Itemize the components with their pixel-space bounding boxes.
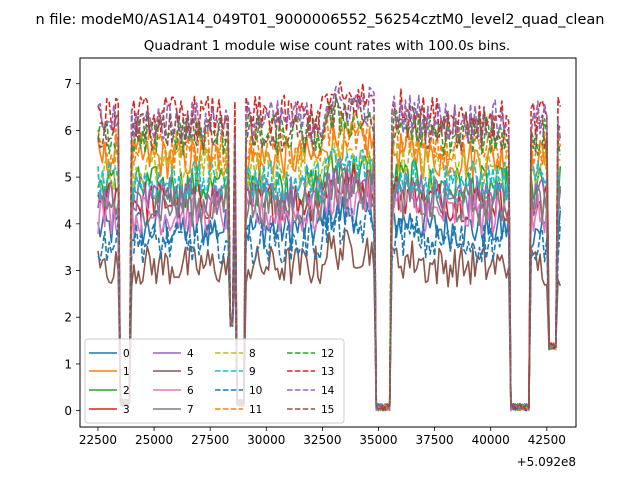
x-axis-offset-label: +5.092e8 bbox=[517, 455, 576, 469]
x-tick-label: 22500 bbox=[79, 433, 117, 447]
legend-label-7: 7 bbox=[187, 404, 194, 416]
series-line-10 bbox=[97, 204, 562, 412]
x-tick-label: 30000 bbox=[247, 433, 285, 447]
legend-label-8: 8 bbox=[249, 348, 256, 360]
x-axis: 22500 25000 27500 30000 32500 35000 37500 40000… bbox=[79, 427, 566, 447]
legend-label-9: 9 bbox=[249, 366, 256, 378]
legend-label-1: 1 bbox=[123, 366, 130, 378]
series-line-6 bbox=[97, 176, 561, 412]
legend-label-6: 6 bbox=[187, 385, 194, 397]
x-tick-label: 40000 bbox=[472, 433, 510, 447]
legend-label-13: 13 bbox=[321, 366, 334, 378]
plot-area: 22500 25000 27500 30000 32500 35000 37500 40000… bbox=[64, 57, 577, 469]
x-tick-label: 32500 bbox=[303, 433, 341, 447]
legend-frame bbox=[84, 338, 345, 424]
axes-frame bbox=[79, 57, 577, 428]
legend-label-0: 0 bbox=[123, 348, 130, 360]
y-tick-label: 0 bbox=[64, 404, 72, 418]
x-tick-label: 42500 bbox=[528, 433, 566, 447]
series-layer bbox=[97, 81, 562, 412]
legend-label-3: 3 bbox=[123, 404, 130, 416]
series-line-5 bbox=[97, 229, 562, 412]
y-tick-label: 2 bbox=[64, 311, 72, 325]
series-line-14 bbox=[97, 86, 562, 411]
y-tick-label: 3 bbox=[64, 264, 72, 278]
x-tick-label: 27500 bbox=[191, 433, 229, 447]
y-tick-label: 6 bbox=[64, 124, 72, 138]
legend-label-14: 14 bbox=[321, 385, 335, 397]
y-tick-label: 4 bbox=[64, 217, 72, 231]
series-line-9 bbox=[97, 148, 562, 412]
chart-title: Quadrant 1 module wise count rates with … bbox=[144, 38, 510, 54]
y-tick-label: 5 bbox=[64, 171, 72, 185]
x-tick-label: 37500 bbox=[416, 433, 454, 447]
legend-label-15: 15 bbox=[321, 404, 334, 416]
legend-label-5: 5 bbox=[187, 366, 194, 378]
legend-label-2: 2 bbox=[123, 385, 130, 397]
series-line-12 bbox=[97, 98, 562, 411]
legend-label-10: 10 bbox=[249, 385, 262, 397]
x-tick-label: 25000 bbox=[135, 433, 173, 447]
y-tick-label: 1 bbox=[64, 357, 72, 371]
series-line-15 bbox=[97, 93, 561, 410]
x-tick-label: 35000 bbox=[359, 433, 397, 447]
y-axis: 0 1 2 3 4 5 6 7 bbox=[64, 77, 80, 418]
y-tick-label: 7 bbox=[64, 77, 72, 91]
legend-label-4: 4 bbox=[187, 348, 194, 360]
legend-label-11: 11 bbox=[249, 404, 262, 416]
figure-suptitle: n file: modeM0/AS1A14_049T01_9000006552_… bbox=[36, 12, 605, 28]
legend-label-12: 12 bbox=[321, 348, 334, 360]
